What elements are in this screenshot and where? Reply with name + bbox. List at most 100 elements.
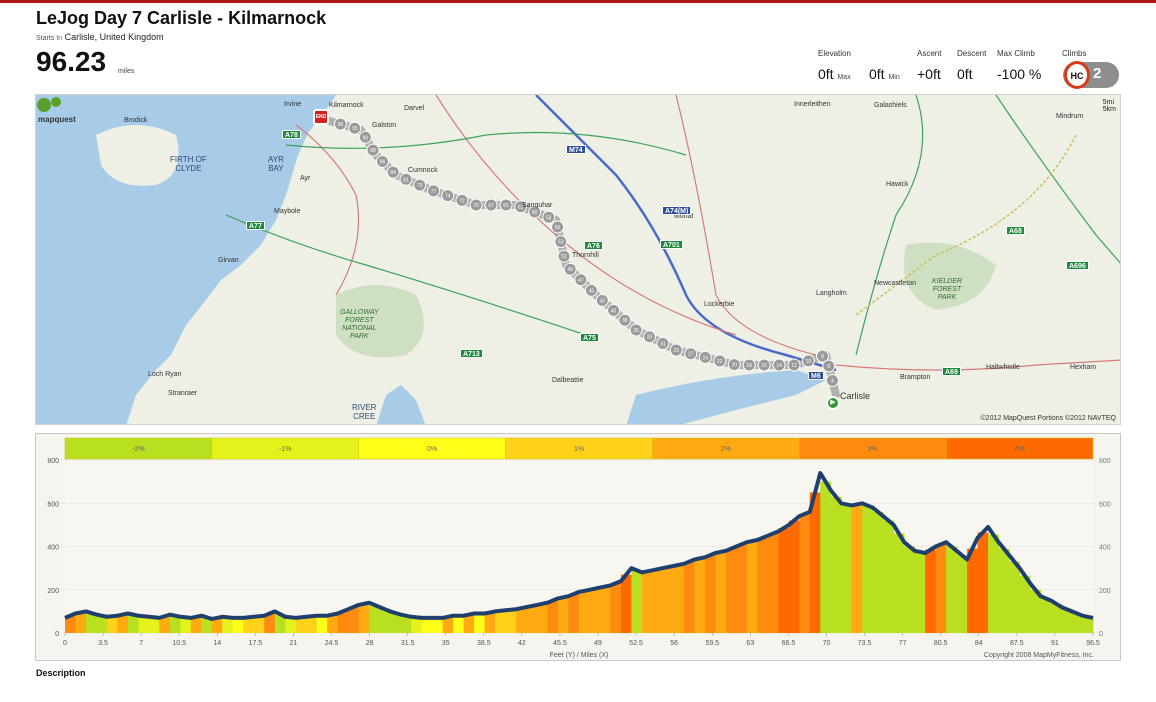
water-label: FIRTH OF CLYDE (170, 155, 207, 173)
water-label-line: FIRTH OF (170, 155, 207, 164)
mile-marker-label: 72 (459, 198, 465, 204)
grade-strip (799, 514, 811, 633)
mile-marker[interactable] (413, 178, 427, 192)
mile-marker[interactable] (366, 143, 380, 157)
x-tick-label: 59.5 (705, 640, 719, 647)
mile-marker[interactable] (528, 205, 542, 219)
route-end-marker[interactable]: END (313, 109, 329, 125)
road-line (675, 95, 817, 356)
starts-in-label: Starts In (36, 35, 63, 42)
mile-marker[interactable] (455, 193, 469, 207)
grade-strip (862, 505, 874, 633)
mile-marker[interactable] (742, 358, 756, 372)
mile-marker[interactable] (713, 354, 727, 368)
grade-strip (820, 481, 832, 633)
mile-marker[interactable] (618, 313, 632, 327)
mile-marker[interactable] (499, 198, 513, 212)
grade-strip (589, 588, 601, 633)
mile-marker[interactable] (557, 249, 571, 263)
mile-marker[interactable] (584, 283, 598, 297)
mile-marker-label: 58 (546, 215, 552, 221)
road-line (285, 131, 687, 156)
mile-marker[interactable] (514, 200, 528, 214)
mile-marker-label: 67 (488, 203, 494, 209)
grade-strip (85, 612, 97, 633)
mile-marker[interactable] (772, 358, 786, 372)
mile-marker[interactable] (484, 198, 498, 212)
mile-marker[interactable] (542, 210, 556, 224)
mile-marker[interactable] (757, 358, 771, 372)
mile-marker[interactable] (595, 294, 609, 308)
mile-marker[interactable] (787, 358, 801, 372)
mile-marker[interactable] (684, 347, 698, 361)
mile-marker-label: 16 (761, 363, 767, 369)
elevation-profile[interactable]: -2% -1% 0% 1% 2% 3% 4% 0 0 200 200 400 400 600 600 800… (35, 433, 1121, 661)
climbs-label: Climbs (1062, 49, 1087, 58)
water-label-line: CREE (353, 412, 376, 421)
x-tick-label: 35 (442, 640, 450, 647)
grade-band-label: 3% (868, 446, 878, 453)
mile-marker-label: 22 (717, 359, 723, 365)
grade-strip (925, 549, 937, 633)
water-label-line: AYR (268, 155, 284, 164)
mile-marker[interactable] (656, 336, 670, 350)
mile-marker[interactable] (825, 373, 839, 387)
mile-marker[interactable] (376, 155, 390, 169)
mile-marker[interactable] (554, 235, 568, 249)
road-line (855, 95, 924, 356)
x-axis: 0 3.5 7 10.5 14 17.5 21 24.5 28 31.5 35 38.5 42 45.5 4… (63, 633, 1100, 647)
place-label: Thornhill (572, 252, 599, 259)
route-start-marker[interactable]: ▶ (826, 396, 840, 410)
mile-marker[interactable] (816, 349, 830, 363)
route-map[interactable]: 96 95 90 88 86 84 81 79 77 74 72 70 67 65 63 60 58 56 53 51… (35, 94, 1121, 425)
grade-strip (568, 594, 580, 633)
mile-marker[interactable] (669, 343, 683, 357)
mile-marker[interactable] (563, 262, 577, 276)
mile-marker[interactable] (427, 184, 441, 198)
grade-strip (673, 564, 685, 633)
mile-marker-label: 84 (390, 170, 396, 176)
grade-strip (830, 496, 842, 633)
mile-marker[interactable] (469, 198, 483, 212)
grade-strip (232, 617, 244, 633)
mile-marker-label: 81 (403, 177, 409, 183)
mile-marker[interactable] (629, 323, 643, 337)
elevation-label: Elevation (818, 49, 851, 58)
grade-strip (253, 616, 265, 633)
grade-band-label: -2% (132, 446, 144, 453)
mile-marker[interactable] (574, 273, 588, 287)
grade-strip (736, 544, 748, 633)
elevation-max-value: 0ft (818, 66, 834, 82)
x-tick-label: 52.5 (629, 640, 643, 647)
mile-marker[interactable] (386, 165, 400, 179)
mile-marker[interactable] (358, 130, 372, 144)
y-tick-label-right: 800 (1099, 458, 1111, 465)
mile-marker[interactable] (551, 220, 565, 234)
mile-marker[interactable] (822, 359, 836, 373)
place-label: Cumnock (408, 167, 438, 174)
mile-marker[interactable] (801, 354, 815, 368)
mile-marker[interactable] (642, 330, 656, 344)
grade-strip (211, 617, 223, 633)
x-tick-label: 17.5 (249, 640, 263, 647)
park-label-line: PARK (937, 294, 957, 301)
place-label: Loch Ryan (148, 371, 182, 378)
x-tick-label: 45.5 (553, 640, 567, 647)
park-label-line: FOREST (932, 286, 962, 293)
grade-band-label: 0% (427, 446, 437, 453)
mile-marker[interactable] (607, 303, 621, 317)
road-line (225, 214, 587, 336)
park-label: KIELDER FOREST PARK (932, 278, 962, 302)
elevation-max: 0ft Max (818, 66, 851, 82)
park-label-line: KIELDER (932, 278, 962, 285)
mile-marker[interactable] (727, 358, 741, 372)
y-axis: 0 0 200 200 400 400 600 600 800 800 (47, 458, 1110, 638)
mile-marker[interactable] (333, 117, 347, 131)
place-label: Lockerbie (704, 301, 735, 308)
mile-marker[interactable] (399, 172, 413, 186)
mile-marker[interactable] (698, 350, 712, 364)
grade-strip (316, 615, 328, 633)
grade-strip (872, 511, 884, 633)
mile-marker[interactable] (441, 189, 455, 203)
mile-marker[interactable] (348, 121, 362, 135)
